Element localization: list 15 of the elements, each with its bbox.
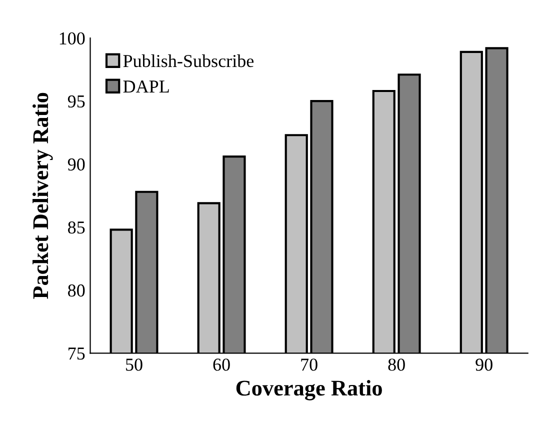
x-tick-label: 70	[301, 358, 318, 371]
y-tick-label: 80	[68, 284, 85, 297]
x-tick-label: 60	[213, 358, 230, 371]
x-axis-title: Coverage Ratio	[236, 380, 382, 400]
y-tick-label: 95	[68, 95, 85, 108]
x-tick-label: 50	[126, 358, 142, 371]
y-axis-title: Packet Delivery Ratio	[32, 92, 53, 299]
legend-label: Publish-Subscribe	[123, 54, 254, 68]
y-tick-label: 75	[68, 348, 85, 360]
y-tick-label: 90	[68, 158, 85, 171]
y-tick-label: 85	[68, 221, 85, 234]
legend-label: DAPL	[123, 80, 169, 93]
x-tick-label: 90	[476, 358, 492, 371]
y-tick-label: 100	[60, 32, 85, 45]
x-tick-label: 80	[388, 358, 405, 371]
